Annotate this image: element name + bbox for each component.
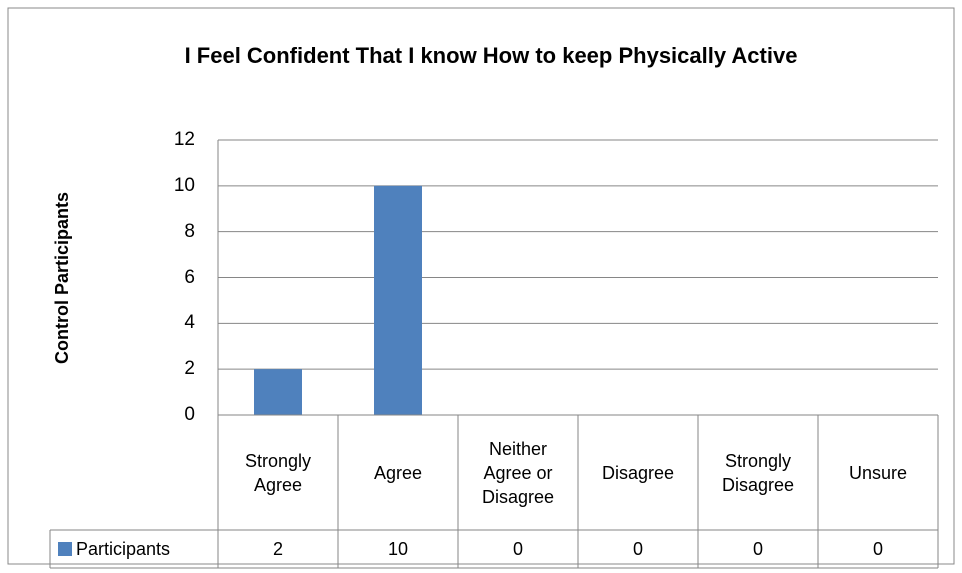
y-tick-label: 10: [173, 174, 195, 196]
legend-swatch: [58, 542, 72, 556]
y-axis-label: Control Participants: [52, 191, 72, 365]
y-tick-label: 0: [184, 404, 195, 425]
legend-entry: Participants: [58, 537, 170, 561]
category-label: Strongly Disagree: [721, 450, 795, 495]
y-tick-label: 12: [173, 129, 195, 150]
table-value: 0: [872, 539, 883, 559]
category-label: Agree: [373, 462, 423, 483]
table-value: 10: [387, 539, 409, 559]
chart-title: I Feel Confident That I know How to keep…: [184, 43, 798, 68]
chart-border: [7, 7, 955, 565]
table-value: 0: [512, 539, 523, 559]
table-value: 2: [272, 539, 283, 559]
y-tick-label: 6: [184, 266, 195, 288]
y-tick-label: 2: [184, 358, 195, 380]
table-value: 0: [752, 539, 763, 559]
category-label: Neither Agree or Disagree: [481, 438, 555, 507]
bar: [254, 369, 302, 415]
table-value: 0: [632, 539, 643, 559]
category-label: Strongly Agree: [244, 450, 312, 495]
y-tick-label: 8: [184, 220, 195, 242]
bar: [374, 185, 422, 415]
category-label: Disagree: [601, 462, 675, 483]
legend-label: Participants: [76, 539, 171, 559]
category-label: Unsure: [848, 462, 908, 483]
y-tick-label: 4: [184, 312, 195, 334]
